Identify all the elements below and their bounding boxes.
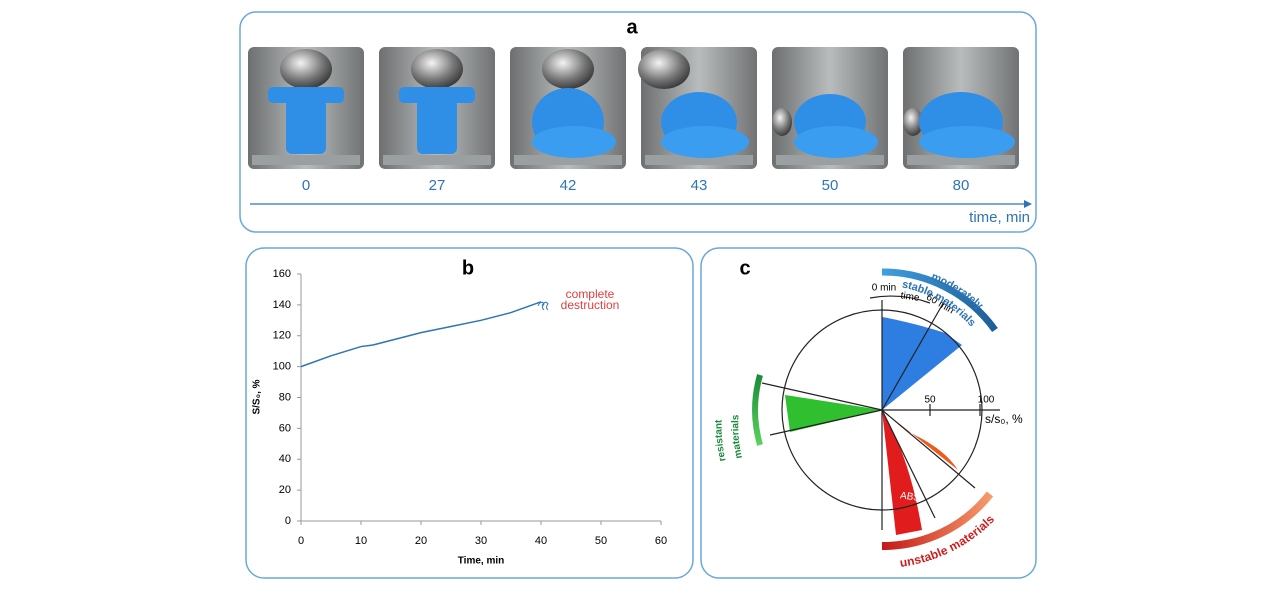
time-label: 27 <box>429 177 446 194</box>
y-tick-label: 160 <box>273 268 291 280</box>
x-tick-label: 30 <box>475 535 487 547</box>
ball <box>411 49 463 89</box>
ball <box>638 49 690 89</box>
sample-blob <box>661 126 749 158</box>
resistant-arc <box>752 374 763 446</box>
ball <box>542 49 594 89</box>
beaker-base <box>514 155 622 165</box>
panel-label: b <box>462 257 474 279</box>
panel-a: a 0 27 42 43 50 80 time, min <box>239 11 1037 233</box>
panel-frame <box>245 247 694 579</box>
moderate-arc <box>881 268 998 333</box>
scale-tick: 100 <box>978 395 995 406</box>
photo <box>248 47 364 169</box>
y-tick-label: 80 <box>279 391 291 403</box>
photo-strip: 0 27 42 43 50 80 <box>248 47 1019 194</box>
panel-c: c 0 min time 60 min 50 100 s/s₀, % ABS m… <box>700 247 1037 579</box>
sample-body <box>417 99 457 154</box>
sample-cap <box>399 87 475 103</box>
sample-blob <box>794 126 878 158</box>
abs-label: ABS <box>899 490 921 504</box>
arrow-head <box>1024 200 1032 208</box>
photo <box>379 47 495 169</box>
polar-rays <box>761 295 1000 530</box>
ball <box>903 108 923 136</box>
y-tick-label: 100 <box>273 361 291 373</box>
red-wedge <box>882 410 922 535</box>
y-axis-label: S/S₀, % <box>252 379 263 414</box>
ball <box>280 49 332 89</box>
time-label: 80 <box>953 177 970 194</box>
resistant-line: resistant <box>713 419 728 462</box>
panel-frame <box>239 11 1037 233</box>
data-line <box>300 301 542 368</box>
y-tick-label: 120 <box>273 330 291 342</box>
photo <box>510 47 626 169</box>
beaker-base <box>645 155 753 165</box>
photo <box>638 47 757 169</box>
sample-blob <box>919 126 1015 158</box>
break-mark <box>537 301 549 311</box>
orange-wedge <box>882 410 958 470</box>
time-start: 0 min <box>872 283 896 294</box>
x-tick-label: 20 <box>415 535 427 547</box>
x-tick-label: 0 <box>298 535 304 547</box>
panel-frame <box>700 247 1037 579</box>
green-wedge <box>785 395 882 432</box>
x-tick-label: 40 <box>535 535 547 547</box>
panel-b: b 0 20 40 60 80 100 120 140 160 0 10 20 30 40 50 60 Time… <box>245 247 694 579</box>
panel-label: c <box>739 257 750 279</box>
x-axis-label: Time, min <box>458 556 505 567</box>
ball <box>772 108 792 136</box>
beaker-base <box>383 155 491 165</box>
time-label: 42 <box>560 177 577 194</box>
x-tick-label: 60 <box>655 535 667 547</box>
time-label: time <box>900 290 921 304</box>
y-tick-label: 0 <box>285 515 291 527</box>
time-label: 43 <box>691 177 708 194</box>
y-tick-label: 40 <box>279 453 291 465</box>
beaker-base <box>252 155 360 165</box>
annotation: destruction <box>561 298 620 312</box>
y-tick-label: 60 <box>279 422 291 434</box>
x-tick-label: 50 <box>595 535 607 547</box>
resistant-label: materials <box>730 414 745 460</box>
scale-tick: 50 <box>924 395 936 406</box>
blue-wedge <box>882 317 962 410</box>
sample-body <box>286 99 326 154</box>
photo <box>772 47 888 169</box>
photo <box>903 47 1019 169</box>
y-tick-label: 140 <box>273 299 291 311</box>
axis-label: time, min <box>969 209 1030 226</box>
time-label: 50 <box>822 177 839 194</box>
resistant-label: resistant <box>713 419 728 462</box>
resistant-line: materials <box>730 414 745 460</box>
panel-label: a <box>626 16 638 38</box>
time-label: 0 <box>302 177 310 194</box>
beaker-base <box>907 155 1015 165</box>
x-tick-label: 10 <box>355 535 367 547</box>
beaker-base <box>776 155 884 165</box>
annotation: complete <box>566 287 615 301</box>
sample-cap <box>268 87 344 103</box>
y-tick-label: 20 <box>279 484 291 496</box>
sample-blob <box>532 126 616 158</box>
scale-label: s/s₀, % <box>985 412 1023 426</box>
unstable-arc <box>881 491 994 551</box>
